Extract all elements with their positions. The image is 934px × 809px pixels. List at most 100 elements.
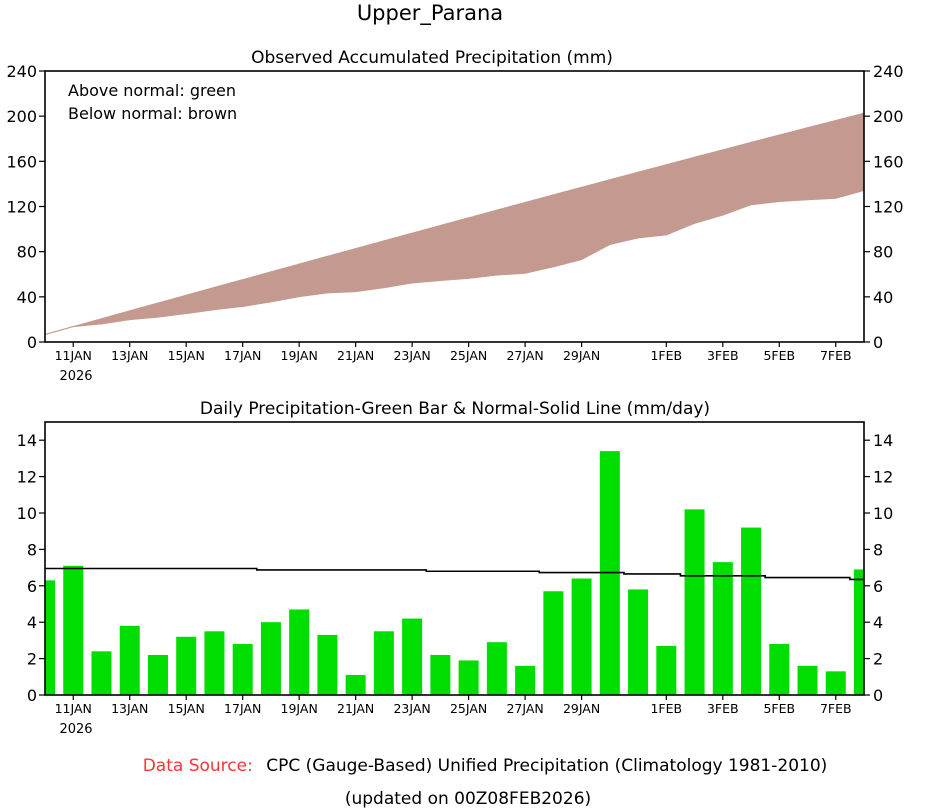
daily-bar	[91, 651, 112, 695]
daily-bar	[45, 580, 55, 695]
y-tick-label-right: 40	[873, 288, 893, 307]
daily-bar	[147, 654, 168, 695]
page-title: Upper_Parana	[357, 1, 503, 26]
below-normal-segment	[355, 240, 385, 293]
below-normal-segment	[468, 209, 498, 279]
x-tick-label: 13JAN	[111, 348, 148, 363]
x-tick-label: 21JAN	[337, 348, 374, 363]
updated-text: (updated on 00Z08FEB2026)	[345, 789, 591, 809]
below-normal-segment	[609, 171, 639, 246]
x-tick-label: 5FEB	[763, 348, 795, 363]
daily-bar	[260, 622, 281, 695]
daily-bar	[119, 625, 140, 695]
y-tick-label-left: 12	[17, 468, 37, 487]
below-normal-segment	[157, 294, 187, 318]
daily-chart-title: Daily Precipitation-Green Bar & Normal-S…	[200, 399, 710, 419]
y-tick-label-left: 40	[17, 288, 37, 307]
below-normal-segment	[185, 286, 215, 315]
y-tick-label-right: 240	[873, 62, 904, 81]
daily-bar	[854, 569, 864, 695]
below-normal-segment	[694, 149, 724, 224]
y-tick-label-right: 80	[873, 243, 893, 262]
daily-bar	[486, 642, 507, 695]
x-tick-label: 11JAN	[55, 701, 92, 716]
below-normal-segment	[835, 112, 865, 199]
below-normal-segment	[722, 141, 752, 216]
x-tick-label: 3FEB	[707, 348, 739, 363]
daily-bar	[741, 527, 762, 695]
below-normal-segment	[553, 186, 582, 268]
x-tick-label: 25JAN	[450, 701, 487, 716]
y-tick-label-right: 12	[873, 468, 893, 487]
y-tick-label-left: 14	[17, 431, 37, 450]
y-tick-label-right: 160	[873, 152, 904, 171]
y-tick-label-left: 10	[17, 504, 37, 523]
daily-bar	[204, 631, 225, 695]
below-normal-segment	[383, 232, 413, 289]
y-tick-label-right: 120	[873, 198, 904, 217]
daily-bar	[656, 645, 677, 695]
accumulated-plot-area	[44, 112, 865, 336]
daily-bar	[317, 634, 338, 695]
x-tick-label: 7FEB	[820, 701, 852, 716]
daily-chart: Daily Precipitation-Green Bar & Normal-S…	[17, 399, 894, 737]
daily-bar	[543, 591, 564, 695]
below-normal-segment	[778, 127, 808, 203]
below-normal-segment	[101, 310, 131, 325]
footer-source-line: Data Source: CPC (Gauge-Based) Unified P…	[143, 756, 828, 776]
data-source-text: CPC (Gauge-Based) Unified Precipitation …	[266, 756, 827, 776]
daily-bar	[402, 618, 423, 695]
daily-plot-area	[45, 451, 864, 695]
x-tick-label: 19JAN	[281, 701, 318, 716]
below-normal-segment	[750, 134, 780, 206]
below-normal-segment	[242, 271, 272, 308]
daily-bar	[373, 631, 394, 695]
y-tick-label-left: 240	[6, 62, 37, 81]
x-tick-label: 29JAN	[563, 701, 600, 716]
daily-bar	[825, 671, 846, 695]
below-normal-segment	[666, 156, 695, 236]
y-tick-label-left: 6	[27, 577, 37, 596]
below-normal-segment	[581, 179, 611, 261]
daily-year-label: 2026	[59, 722, 92, 737]
x-tick-label: 21JAN	[337, 701, 374, 716]
daily-bar	[769, 644, 790, 695]
y-tick-label-right: 10	[873, 504, 893, 523]
below-normal-segment	[270, 263, 300, 303]
accumulated-axes: 0 0 40 40 80 80 120 120 160 160 200 200 240 240 11JAN 1…	[6, 62, 903, 363]
below-normal-segment	[44, 325, 74, 336]
daily-bar	[712, 562, 733, 695]
x-tick-label: 15JAN	[168, 701, 205, 716]
below-normal-segment	[440, 217, 469, 282]
y-tick-label-left: 160	[6, 152, 37, 171]
daily-axes: 0 0 2 2 4 4 6 6 8 8 10 10 12 12 14 14 11JAN 13JAN 15JAN 17J…	[17, 421, 893, 716]
accumulated-chart: Observed Accumulated Precipitation (mm) …	[6, 48, 903, 384]
below-normal-segment	[129, 302, 159, 321]
below-normal-segment	[411, 224, 441, 284]
normal-line	[45, 567, 864, 581]
below-normal-segment	[496, 201, 526, 276]
daily-plot-frame	[44, 421, 865, 696]
daily-bar	[684, 509, 705, 695]
x-tick-label: 13JAN	[111, 701, 148, 716]
below-normal-segment	[807, 119, 837, 201]
y-tick-label-right: 14	[873, 431, 893, 450]
legend-above: Above normal: green	[68, 81, 236, 100]
accumulated-chart-title: Observed Accumulated Precipitation (mm)	[251, 48, 613, 68]
y-tick-label-right: 2	[873, 650, 883, 669]
x-tick-label: 15JAN	[168, 348, 205, 363]
y-tick-label-right: 0	[873, 333, 883, 352]
below-normal-segment	[637, 164, 667, 239]
x-tick-label: 19JAN	[281, 348, 318, 363]
below-normal-segment	[524, 194, 554, 274]
y-tick-label-right: 6	[873, 577, 883, 596]
y-tick-label-left: 4	[27, 613, 37, 632]
x-tick-label: 23JAN	[393, 348, 430, 363]
x-tick-label: 29JAN	[563, 348, 600, 363]
x-tick-label: 23JAN	[393, 701, 430, 716]
x-tick-label: 11JAN	[55, 348, 92, 363]
y-tick-label-right: 0	[873, 686, 883, 705]
y-tick-label-left: 120	[6, 198, 37, 217]
x-tick-label: 1FEB	[650, 348, 682, 363]
